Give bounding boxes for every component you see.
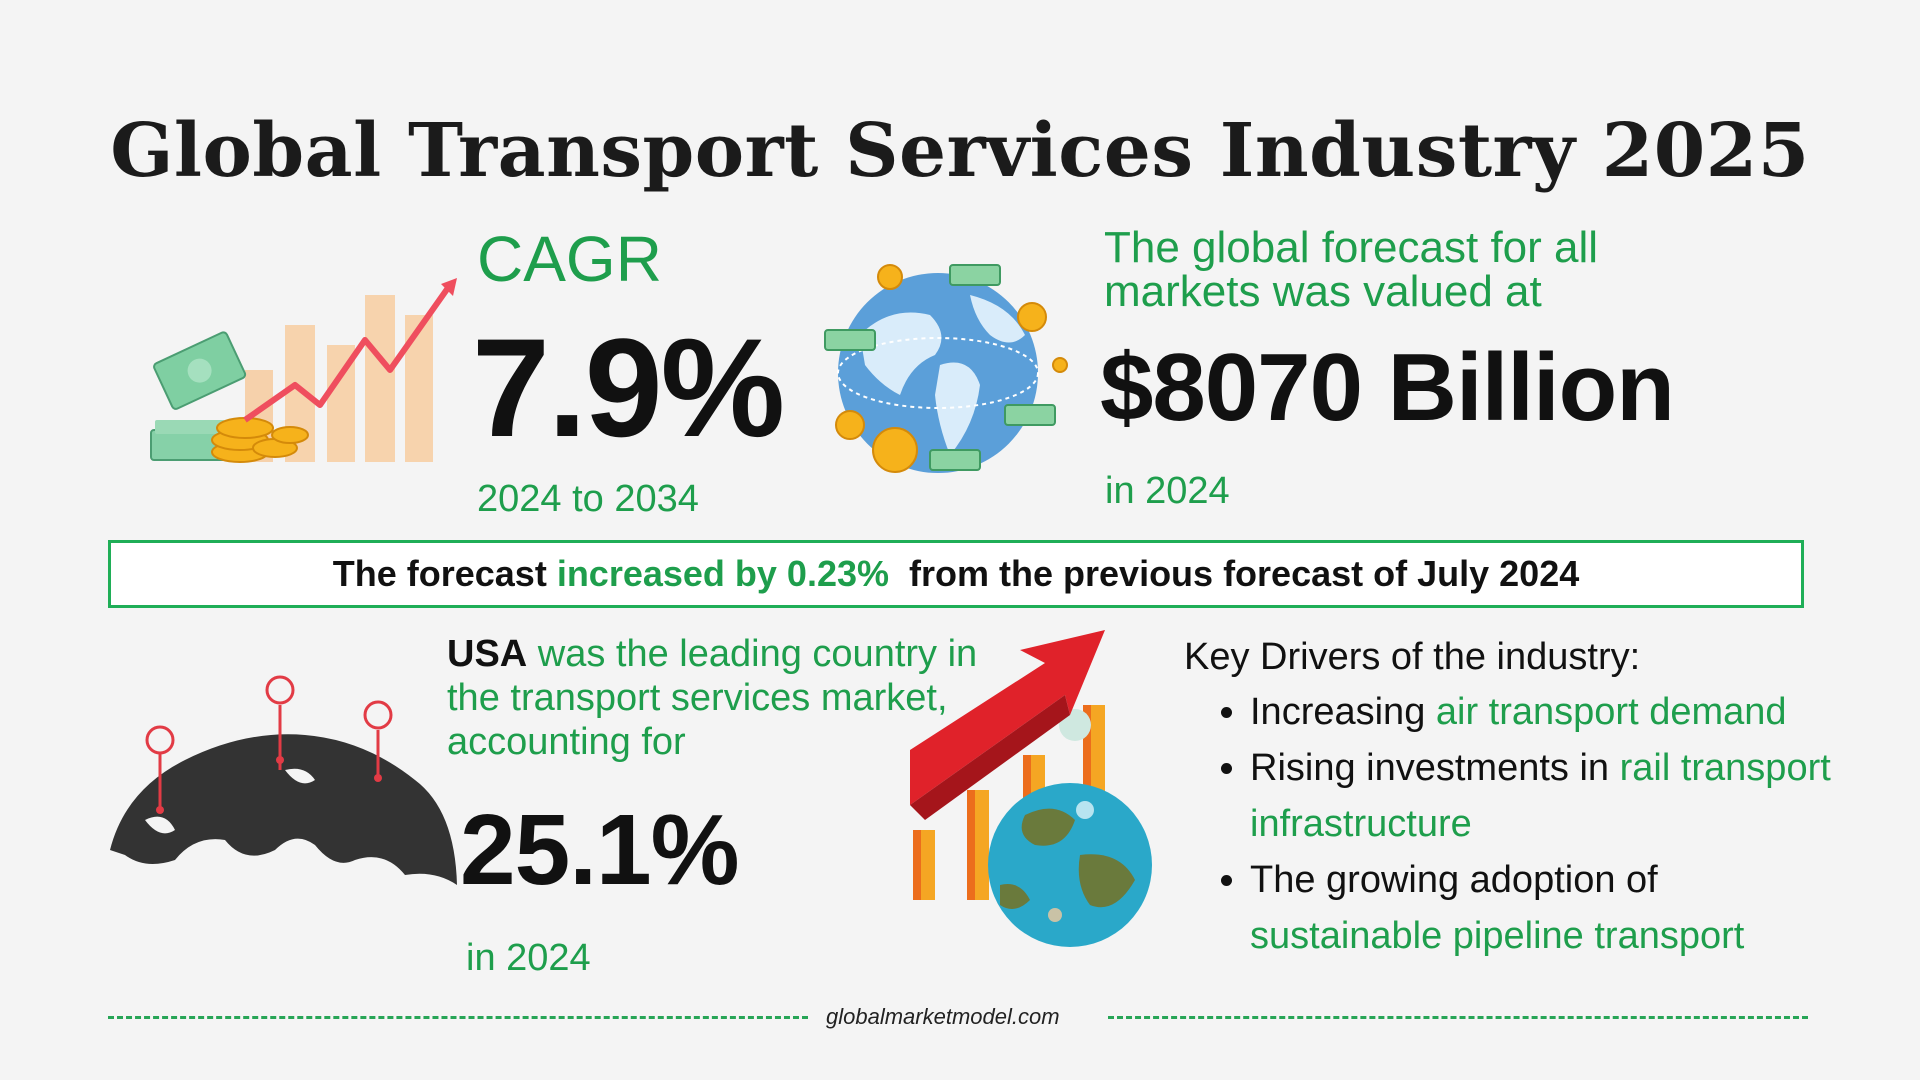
banner-suffix: from the previous forecast of July 2024 bbox=[889, 553, 1580, 594]
list-item: Rising investments in rail transport inf… bbox=[1250, 740, 1850, 852]
driver-highlight: sustainable pipeline transport bbox=[1250, 915, 1745, 957]
banner-prefix: The forecast bbox=[332, 553, 557, 594]
driver-text: Increasing bbox=[1250, 691, 1436, 733]
footer-divider-right bbox=[1108, 1016, 1808, 1019]
driver-text: The growing adoption of bbox=[1250, 859, 1658, 901]
drivers-heading: Key Drivers of the industry: bbox=[1184, 636, 1641, 678]
leading-country-description: was the leading country in the transport… bbox=[447, 633, 978, 763]
list-item: The growing adoption of sustainable pipe… bbox=[1250, 852, 1850, 964]
world-map-pins-icon bbox=[110, 675, 457, 885]
leading-country-name: USA bbox=[447, 633, 528, 675]
leading-country-year: in 2024 bbox=[466, 937, 591, 979]
driver-text: Rising investments in bbox=[1250, 747, 1620, 789]
cagr-value: 7.9% bbox=[472, 309, 785, 466]
forecast-year: in 2024 bbox=[1105, 470, 1230, 512]
globe-money-icon bbox=[824, 264, 1068, 473]
list-item: Increasing air transport demand bbox=[1250, 684, 1850, 740]
cagr-label: CAGR bbox=[477, 223, 662, 295]
money-growth-icon bbox=[150, 278, 457, 463]
leading-country-text: USA was the leading country in the trans… bbox=[447, 632, 1007, 764]
forecast-caption: The global forecast for all markets was … bbox=[1104, 226, 1724, 314]
leading-country-share: 25.1% bbox=[460, 794, 740, 906]
growth-chart-globe-icon bbox=[910, 630, 1152, 947]
forecast-change-banner: The forecast increased by 0.23% from the… bbox=[108, 540, 1804, 608]
drivers-list: Increasing air transport demand Rising i… bbox=[1210, 684, 1850, 964]
forecast-caption-line2: markets was valued at bbox=[1104, 267, 1542, 316]
banner-highlight: increased by 0.23% bbox=[556, 553, 890, 594]
footer-website: globalmarketmodel.com bbox=[826, 1004, 1060, 1029]
cagr-period: 2024 to 2034 bbox=[477, 478, 699, 520]
forecast-caption-line1: The global forecast for all bbox=[1104, 223, 1599, 272]
footer-divider-left bbox=[108, 1016, 808, 1019]
driver-highlight: rail transport infrastructure bbox=[1250, 747, 1831, 845]
page-title: Global Transport Services Industry 2025 bbox=[110, 108, 1810, 194]
driver-highlight: air transport demand bbox=[1435, 691, 1787, 733]
forecast-value: $8070 Billion bbox=[1100, 334, 1675, 441]
